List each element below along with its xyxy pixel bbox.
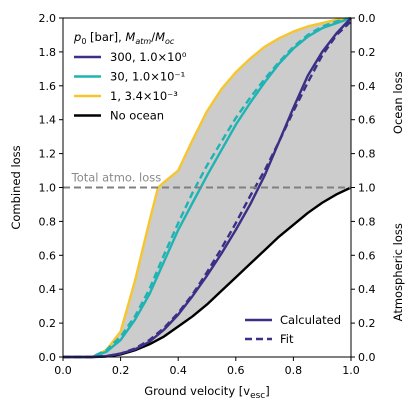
series-1-fit-line (63, 16, 352, 359)
y-left-tick-label: 1.6 (39, 80, 57, 93)
y-right-tick-label: 0.0 (358, 351, 376, 364)
legend-label-1: 30, 1.0×10⁻¹ (110, 70, 185, 84)
y-left-tick-label: 0.6 (39, 249, 57, 262)
y-right-tick-label: 0.0 (358, 12, 376, 25)
x-tick-label: 1.0 (342, 364, 360, 377)
y-right-tick-label: 0.8 (358, 148, 376, 161)
y-axis-left: 0.0 0.2 0.4 0.6 0.8 1.0 1.2 1.4 1.6 1.8 2.0 (39, 12, 63, 364)
plot-area: Total atmo. loss (63, 16, 352, 359)
x-axis-label: Ground velocity [vesc] (144, 384, 270, 401)
y-left-tick-label: 1.2 (39, 148, 57, 161)
y-left-tick-label: 1.0 (39, 182, 57, 195)
legend-title: p0 [bar], Matm/Moc (73, 30, 175, 46)
legend-label-3: No ocean (110, 109, 164, 123)
series-0-fit-line (63, 20, 352, 359)
legend-label-0: 300, 1.0×10⁰ (110, 50, 187, 64)
y-right-tick-label: 0.6 (358, 114, 376, 127)
style-legend-label-0: Calculated (280, 313, 341, 327)
y-left-tick-label: 0.8 (39, 215, 57, 228)
legend-label-2: 1, 3.4×10⁻³ (110, 89, 178, 103)
x-tick-label: 0.4 (169, 364, 187, 377)
x-axis-label-subscript: esc (250, 391, 265, 401)
y-left-tick-label: 0.2 (39, 317, 57, 330)
y-axis-right: 0.0 0.2 0.4 0.6 0.8 1.0 0.8 0.6 0.4 0.2 0.0 (351, 12, 376, 364)
style-legend-label-1: Fit (280, 332, 294, 346)
style-legend: Calculated Fit (245, 313, 341, 346)
y-left-tick-label: 0.4 (39, 283, 57, 296)
y-right-tick-label: 0.4 (358, 283, 376, 296)
x-axis: 0.0 0.2 0.4 0.6 0.8 1.0 (54, 357, 360, 377)
y-axis-left-label: Combined loss (9, 145, 23, 229)
y-right-tick-label: 1.0 (358, 182, 376, 195)
y-left-tick-label: 0.0 (39, 351, 57, 364)
y-right-tick-label: 0.6 (358, 249, 376, 262)
series-lines (63, 16, 352, 359)
y-axis-right-top-label: Ocean loss (391, 71, 405, 134)
y-right-tick-label: 0.2 (358, 317, 376, 330)
x-tick-label: 0.0 (54, 364, 72, 377)
x-tick-label: 0.2 (112, 364, 130, 377)
legend-items: 300, 1.0×10⁰ 30, 1.0×10⁻¹ 1, 3.4×10⁻³ No oc… (74, 50, 187, 123)
x-axis-label-main: Ground velocity [v (144, 384, 250, 398)
x-tick-label: 0.8 (285, 364, 303, 377)
y-right-tick-label: 0.8 (358, 215, 376, 228)
series-legend: p0 [bar], Matm/Moc 300, 1.0×10⁰ 30, 1.0×1… (73, 30, 187, 123)
reference-line-label: Total atmo. loss (71, 171, 162, 185)
y-left-tick-label: 1.8 (39, 46, 57, 59)
y-left-tick-label: 2.0 (39, 12, 57, 25)
y-right-tick-label: 0.4 (358, 80, 376, 93)
x-tick-label: 0.6 (227, 364, 245, 377)
y-axis-right-bottom-label: Atmospheric loss (391, 223, 405, 321)
series-1-calculated-line (63, 16, 352, 359)
y-right-tick-label: 0.2 (358, 46, 376, 59)
x-axis-label-close: ] (265, 384, 270, 398)
series-2-calculated-line (63, 16, 352, 359)
y-left-tick-label: 1.4 (39, 114, 57, 127)
